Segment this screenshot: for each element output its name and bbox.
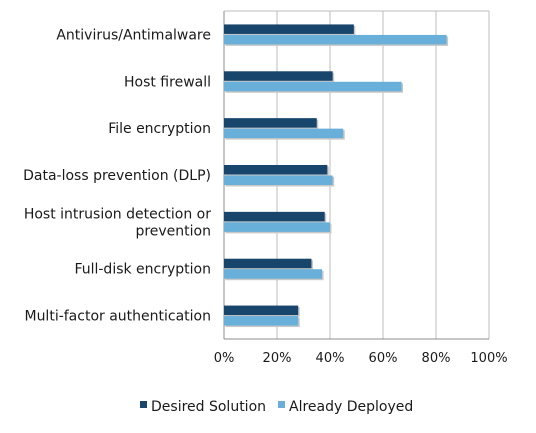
x-tick-label: 60%: [369, 351, 398, 366]
bar-desired-solution: [224, 305, 299, 316]
x-tick-label: 20%: [263, 351, 292, 366]
bar-desired-solution: [224, 118, 317, 128]
legend-label: Already Deployed: [289, 399, 413, 415]
bar-already-deployed: [224, 316, 299, 326]
x-tick-label: 40%: [316, 351, 345, 366]
bar-already-deployed: [224, 34, 447, 45]
category-labels: Antivirus/Antimalware Host firewall File e…: [23, 27, 211, 324]
category-label: Multi-factor authentication: [24, 309, 211, 325]
bar-desired-solution: [224, 24, 354, 34]
bar-desired-solution: [224, 258, 312, 269]
category-label: prevention: [135, 223, 211, 239]
category-label: Data-loss prevention (DLP): [23, 168, 211, 184]
x-tick-label: 80%: [422, 351, 451, 366]
bar-already-deployed: [224, 128, 344, 139]
bar-desired-solution: [224, 211, 325, 222]
bar-already-deployed: [224, 269, 323, 279]
bar-already-deployed: [224, 175, 333, 185]
legend-label: Desired Solution: [151, 399, 266, 415]
bar-already-deployed: [224, 222, 330, 232]
x-tick-label: 0%: [214, 351, 235, 366]
bar-already-deployed: [224, 81, 402, 92]
category-label: File encryption: [108, 121, 211, 137]
category-label: Host firewall: [124, 74, 211, 90]
grid-lines: [223, 10, 490, 340]
x-tick-label: 100%: [470, 351, 507, 366]
legend: Desired Solution Already Deployed: [140, 399, 413, 415]
category-label: Host intrusion detection or: [24, 206, 211, 222]
legend-swatch: [140, 401, 147, 408]
x-tick-labels: 0% 20% 40% 60% 80% 100%: [214, 351, 508, 366]
category-label: Antivirus/Antimalware: [56, 27, 211, 43]
bar-desired-solution: [224, 71, 333, 81]
bar-desired-solution: [224, 165, 328, 175]
bars: [224, 24, 449, 328]
category-label: Full-disk encryption: [74, 262, 211, 278]
legend-swatch: [278, 401, 285, 408]
